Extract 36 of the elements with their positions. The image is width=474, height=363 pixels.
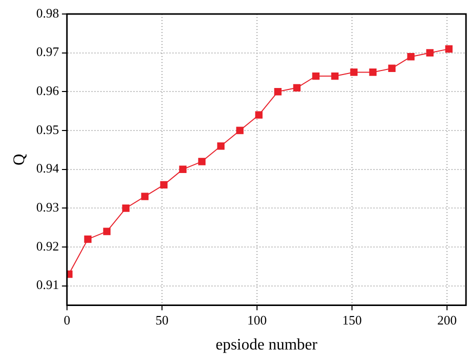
x-tick-label: 100: [247, 312, 267, 328]
y-tick-label: 0.94: [36, 160, 60, 176]
point: [160, 181, 168, 189]
point: [293, 84, 301, 92]
point: [274, 88, 282, 96]
y-tick-label: 0.97: [36, 44, 60, 60]
point: [66, 270, 73, 278]
x-tick-label: 200: [437, 312, 457, 328]
point: [236, 126, 244, 134]
y-tick-label: 0.92: [36, 238, 59, 254]
y-tick-label: 0.96: [36, 83, 60, 98]
y-tick-label: 0.93: [36, 200, 59, 215]
y-axis-title: Q: [10, 153, 28, 166]
point: [312, 72, 320, 80]
point: [179, 166, 187, 173]
point: [255, 111, 263, 119]
point: [141, 192, 149, 200]
y-tick-label: 0.95: [36, 122, 59, 137]
point: [407, 53, 415, 60]
point: [217, 142, 225, 150]
x-tick-label: 50: [155, 312, 168, 328]
x-axis-title: epsiode number: [216, 336, 318, 354]
point: [388, 64, 396, 72]
point: [122, 204, 130, 212]
point: [198, 158, 206, 166]
y-tick-label: 0.98: [36, 5, 59, 20]
point: [350, 68, 358, 76]
point: [84, 236, 92, 243]
point: [445, 45, 453, 53]
point: [426, 49, 434, 57]
x-tick-label: 150: [342, 312, 362, 328]
y-tick-label: 0.91: [36, 277, 59, 292]
point: [103, 228, 111, 236]
point: [331, 72, 339, 80]
x-tick-label: 0: [64, 312, 70, 328]
point: [369, 68, 377, 76]
